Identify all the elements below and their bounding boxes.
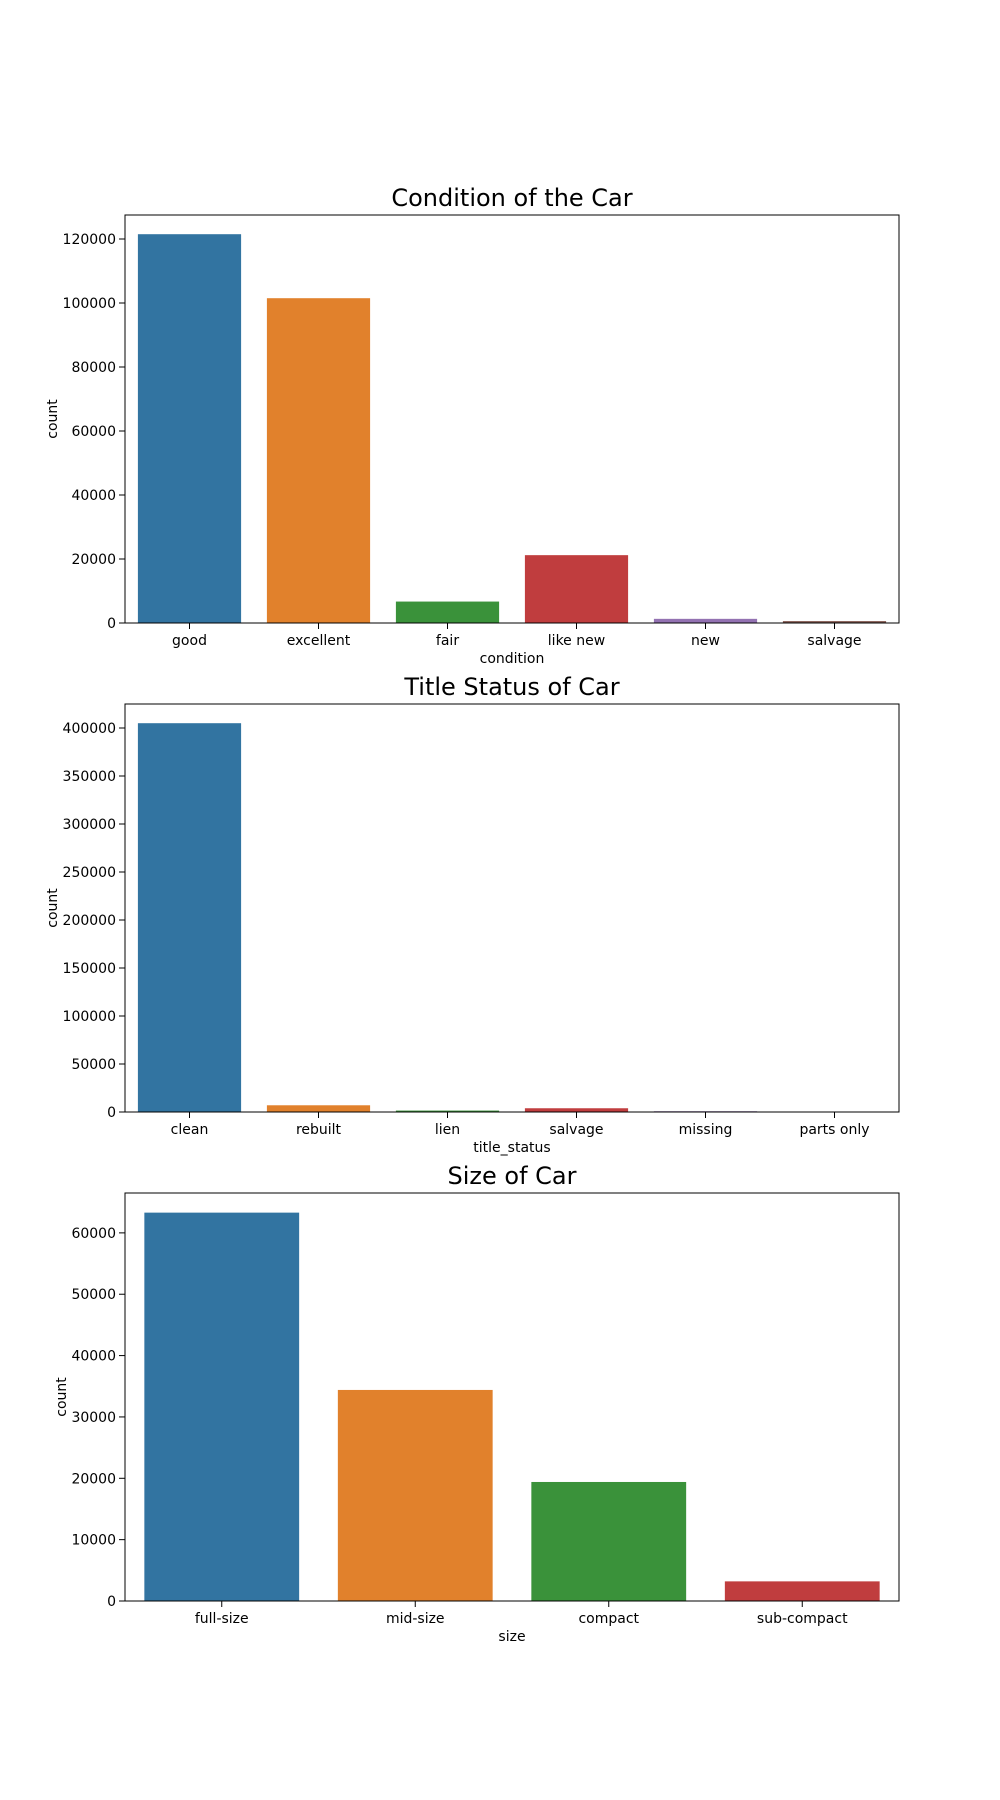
bar-like-new — [524, 555, 629, 623]
bar-rebuilt — [266, 1105, 371, 1112]
bar-mid-size — [337, 1389, 493, 1601]
chart-title: Size of Car — [448, 1162, 577, 1190]
bar-excellent — [266, 298, 371, 623]
x-tick-label: like new — [548, 633, 605, 649]
bar-full-size — [144, 1212, 300, 1601]
bar-new — [653, 618, 758, 623]
y-tick-label: 150000 — [63, 961, 116, 977]
x-tick-label: excellent — [287, 633, 351, 649]
x-axis-label: title_status — [473, 1140, 550, 1156]
y-tick-label: 100000 — [63, 296, 116, 312]
x-axis-label: condition — [480, 651, 545, 667]
x-tick-label: sub-compact — [757, 1611, 848, 1627]
y-tick-label: 0 — [107, 616, 116, 632]
bar-salvage — [782, 621, 887, 623]
chart-panel-3: Size of Car 0 10000 20000 30000 40000 50000 600… — [54, 1162, 900, 1645]
axes-frame — [124, 1192, 900, 1602]
axes-frame — [124, 703, 900, 1113]
chart-panel-2: Title Status of Car 0 50000 100000 150000 200… — [45, 673, 900, 1156]
y-tick-label: 20000 — [71, 552, 116, 568]
x-tick-label: lien — [435, 1122, 460, 1138]
x-tick-label: new — [691, 633, 720, 649]
x-axis-label: size — [498, 1629, 525, 1645]
y-tick-label: 60000 — [71, 424, 116, 440]
x-tick-label: mid-size — [386, 1611, 445, 1627]
y-tick-label: 400000 — [63, 721, 116, 737]
y-tick-label: 350000 — [63, 769, 116, 785]
bar-good — [137, 234, 242, 623]
y-tick-label: 50000 — [71, 1057, 116, 1073]
y-tick-label: 30000 — [71, 1410, 116, 1426]
x-tick-label: full-size — [195, 1611, 249, 1627]
bar-lien — [395, 1110, 500, 1112]
y-tick-label: 0 — [107, 1105, 116, 1121]
y-tick-label: 40000 — [71, 488, 116, 504]
y-axis-label: count — [45, 888, 61, 928]
y-tick-label: 40000 — [71, 1349, 116, 1365]
x-tick-label: rebuilt — [296, 1122, 342, 1138]
bar-salvage — [524, 1108, 629, 1112]
bar-clean — [137, 723, 242, 1112]
x-tick-label: compact — [578, 1611, 639, 1627]
axes-frame — [124, 214, 900, 624]
x-tick-label: salvage — [807, 633, 861, 649]
y-tick-label: 20000 — [71, 1471, 116, 1487]
x-tick-label: parts only — [799, 1122, 869, 1138]
y-tick-label: 300000 — [63, 817, 116, 833]
y-axis-label: count — [54, 1377, 70, 1417]
y-tick-label: 250000 — [63, 865, 116, 881]
bar-fair — [395, 601, 500, 623]
x-tick-label: clean — [171, 1122, 209, 1138]
chart-panel-1: Condition of the Car 0 20000 40000 60000 8000… — [45, 184, 900, 667]
y-tick-label: 0 — [107, 1594, 116, 1610]
y-tick-label: 80000 — [71, 360, 116, 376]
bar-compact — [531, 1481, 687, 1601]
y-tick-label: 100000 — [63, 1009, 116, 1025]
y-tick-label: 120000 — [63, 232, 116, 248]
y-axis-label: count — [45, 399, 61, 439]
y-tick-label: 60000 — [71, 1226, 116, 1242]
chart-title: Title Status of Car — [403, 673, 619, 701]
x-tick-label: salvage — [549, 1122, 603, 1138]
x-tick-label: good — [172, 633, 207, 649]
x-tick-label: fair — [436, 633, 459, 649]
y-tick-label: 10000 — [71, 1533, 116, 1549]
y-tick-label: 200000 — [63, 913, 116, 929]
y-tick-label: 50000 — [71, 1287, 116, 1303]
bar-sub-compact — [724, 1581, 880, 1601]
chart-title: Condition of the Car — [391, 184, 632, 212]
x-tick-label: missing — [679, 1122, 733, 1138]
